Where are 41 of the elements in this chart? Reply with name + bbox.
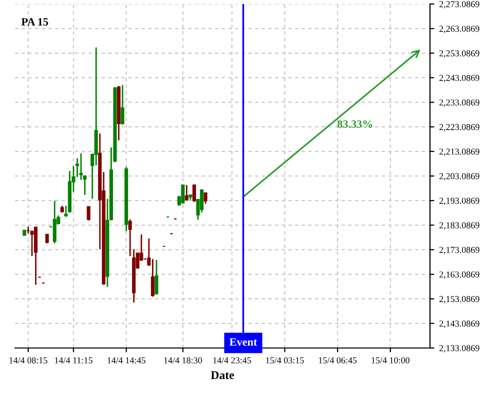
y-tick-label: 2,263.0869 [439,26,480,34]
candlestick [94,46,98,166]
y-tick-label: 2,233.0869 [439,99,480,107]
y-tick-label: 2,243.0869 [439,74,480,82]
x-tick-label: 14/4 11:15 [55,357,92,364]
x-tick-label: 14/4 08:15 [10,357,48,364]
candlestick [86,206,90,222]
y-tick-label: 2,143.0869 [439,320,480,328]
candlestick [204,192,208,204]
y-tick-label: 2,213.0869 [439,148,480,156]
y-tick-label: 2,183.0869 [439,222,480,230]
candlestick [52,200,56,244]
annotation: Event [230,338,258,346]
candlestick [184,184,188,202]
candlestick [181,184,185,204]
candlestick [30,230,34,257]
annotation: 83.33% [338,120,372,128]
y-tick-label: 2,133.0869 [439,345,480,353]
candlestick [200,189,204,214]
text: PA 15 [21,18,48,26]
candlestick [128,218,132,257]
candlestick [154,259,158,296]
candlestick [79,152,83,181]
y-tick-label: 2,223.0869 [439,124,480,132]
y-tick-label: 2,153.0869 [439,296,480,304]
x-tick-label: 14/4 14:45 [108,357,146,364]
x-tick-label: 15/4 06:45 [318,357,357,364]
y-tick-label: 2,163.0869 [439,271,480,279]
candlestick [192,184,196,202]
x-axis-title: Date [210,371,234,380]
x-tick-label: 15/4 03:15 [266,357,304,364]
y-tick-label: 2,253.0869 [439,50,480,58]
x-tick-label: 14/4 18:30 [164,357,202,364]
x-tick-label: 15/4 10:00 [372,357,410,364]
y-tick-label: 2,193.0869 [439,198,480,206]
y-tick-label: 2,173.0869 [439,246,480,254]
y-tick-label: 2,203.0869 [439,173,480,181]
y-tick-label: 2,273.0869 [439,1,480,9]
candlestick [150,258,154,298]
candlestick [120,84,124,126]
x-tick-label: 14/4 23:45 [213,357,252,364]
